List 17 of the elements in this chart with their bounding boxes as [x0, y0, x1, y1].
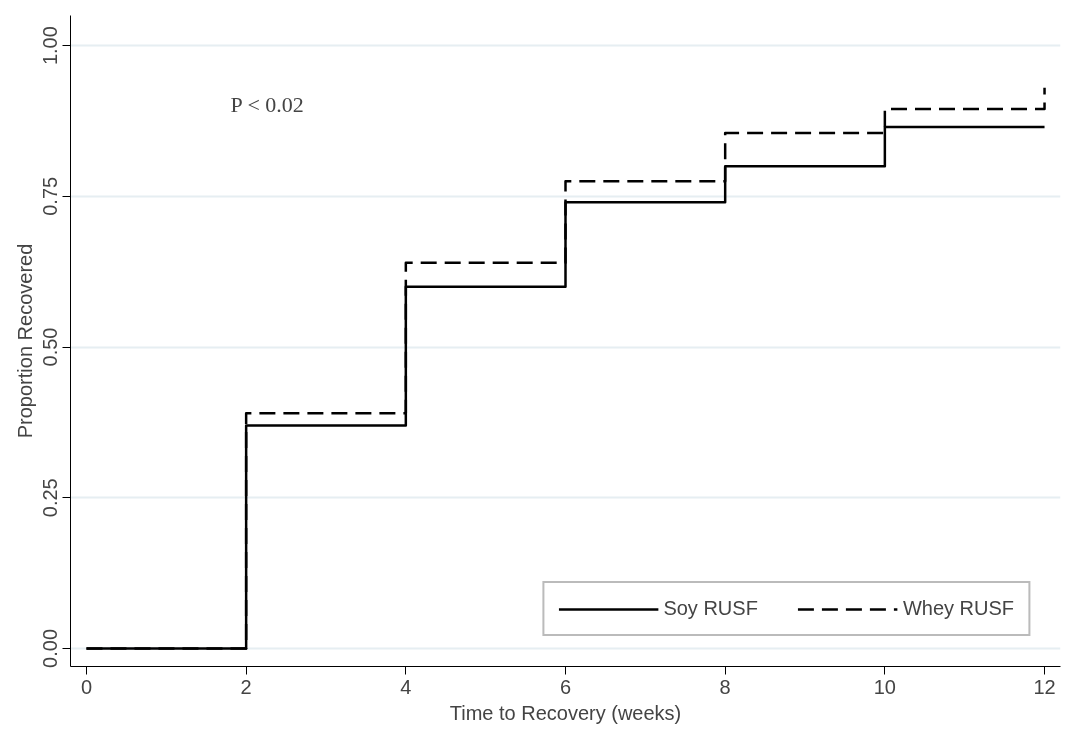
y-tick-label: 0.50 [39, 327, 62, 367]
x-tick-label: 4 [400, 675, 412, 698]
legend-label: Soy RUSF [663, 597, 758, 620]
x-tick-label: 0 [80, 675, 93, 698]
y-tick-label: 0.00 [39, 628, 62, 668]
x-axis-title: Time to Recovery (weeks) [449, 701, 682, 724]
legend-label: Whey RUSF [902, 597, 1014, 620]
y-tick-label: 0.25 [39, 478, 62, 518]
x-tick-label: 12 [1033, 675, 1056, 698]
y-tick-label: 0.75 [39, 176, 62, 216]
x-tick-label: 8 [719, 675, 731, 698]
y-tick-label: 1.00 [39, 26, 62, 66]
x-tick-label: 6 [559, 675, 572, 698]
annotation: P < 0.02 [230, 91, 304, 117]
x-tick-label: 10 [873, 675, 896, 698]
x-tick-label: 2 [240, 675, 252, 698]
y-axis-title: Proportion Recovered [13, 243, 36, 439]
